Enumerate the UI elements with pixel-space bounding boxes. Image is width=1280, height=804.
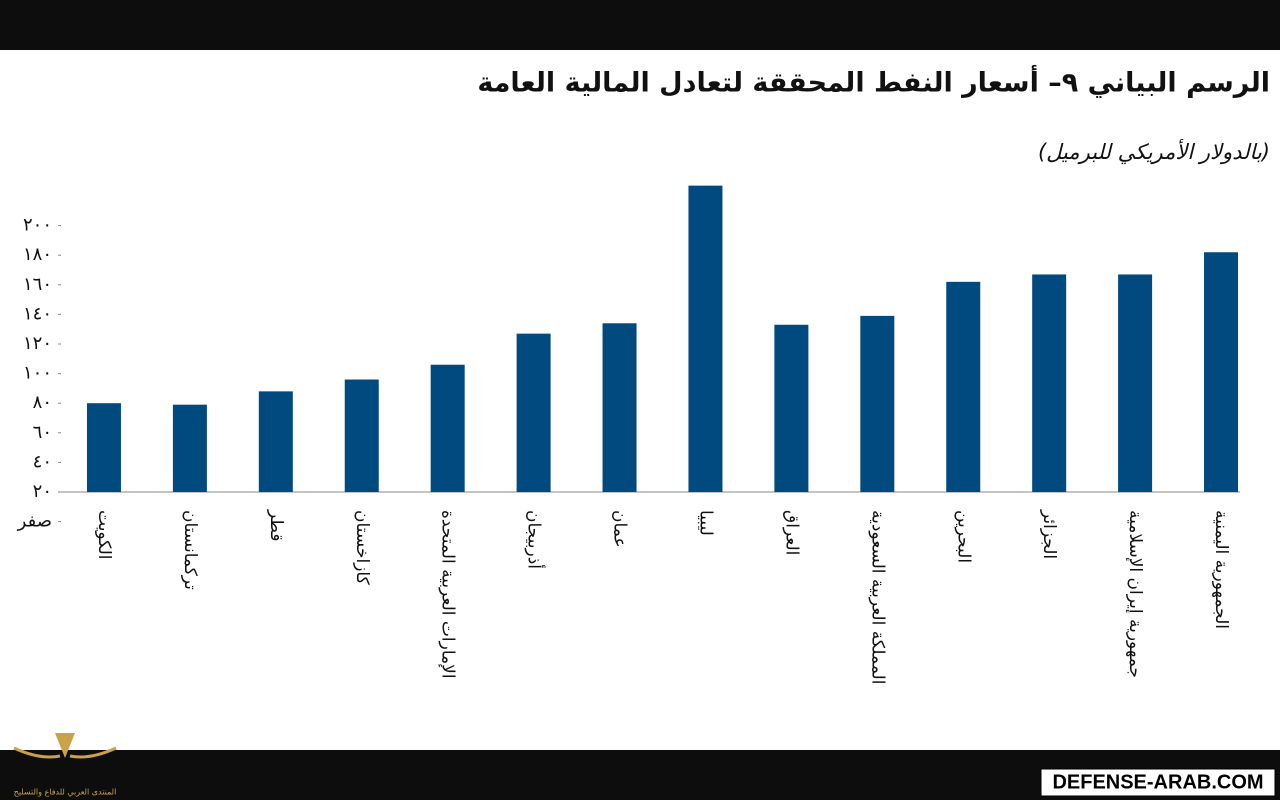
bar [688, 185, 723, 492]
y-tick-label: ٤٠ [33, 451, 52, 472]
x-tick-label: الإمارات العربية المتحدة [438, 510, 458, 679]
y-tick-label: ١٤٠ [23, 303, 52, 324]
x-tick-label: ليبيا [695, 510, 715, 536]
y-tick-label: ١٢٠ [23, 333, 52, 354]
y-tick-label: ٢٠ [33, 481, 52, 502]
logo-wings [13, 746, 117, 759]
y-tick-label: ١٨٠ [23, 244, 52, 265]
y-tick-label: ١٠٠ [23, 363, 52, 384]
bar [1032, 274, 1067, 492]
x-tick-label: جمهورية إيران الإسلامية [1125, 510, 1145, 678]
x-tick-label: تركمانستان [180, 510, 200, 590]
chart-title: الرسم البياني ٩– أسعار النفط المحققة لتع… [477, 65, 1270, 99]
x-tick-label: الكويت [94, 510, 114, 560]
y-tick-label: ١٦٠ [23, 274, 52, 295]
bar [774, 324, 809, 492]
bar [172, 404, 207, 492]
y-tick-label: صفر [17, 511, 52, 532]
watermark: DEFENSE-ARAB.COM [1052, 771, 1263, 793]
y-tick-label: ٦٠ [33, 422, 52, 443]
bar [860, 315, 895, 492]
x-tick-label: المملكة العربية السعودية [867, 510, 887, 684]
bar [1118, 274, 1153, 492]
x-tick-label: العراق [781, 510, 801, 555]
bar [344, 379, 379, 492]
x-tick-label: عمان [610, 510, 630, 548]
bar [946, 281, 981, 492]
top-bar [0, 0, 1280, 50]
x-tick-label: أذربيجان [524, 510, 546, 569]
chart-subtitle: (بالدولار الأمريكي للبرميل) [1038, 138, 1270, 165]
y-tick-label: ٨٠ [33, 392, 52, 413]
logo-icon [55, 733, 75, 758]
bar [1204, 252, 1239, 492]
bar [516, 333, 551, 492]
y-tick-label: ٢٠٠ [23, 215, 52, 236]
watermark-box [1040, 768, 1276, 797]
bar [258, 391, 293, 492]
x-tick-label: الجمهورية اليمنية [1211, 510, 1231, 629]
bar [86, 403, 121, 492]
x-tick-label: كازاخستان [352, 510, 372, 586]
bar [430, 364, 465, 492]
x-tick-label: البحرين [953, 510, 973, 563]
logo-text: المنتدى العربي للدفاع والتسليح [14, 788, 117, 797]
bar [602, 323, 637, 492]
x-tick-label: قطر [266, 509, 286, 541]
x-tick-label: الجزائر [1039, 509, 1059, 559]
